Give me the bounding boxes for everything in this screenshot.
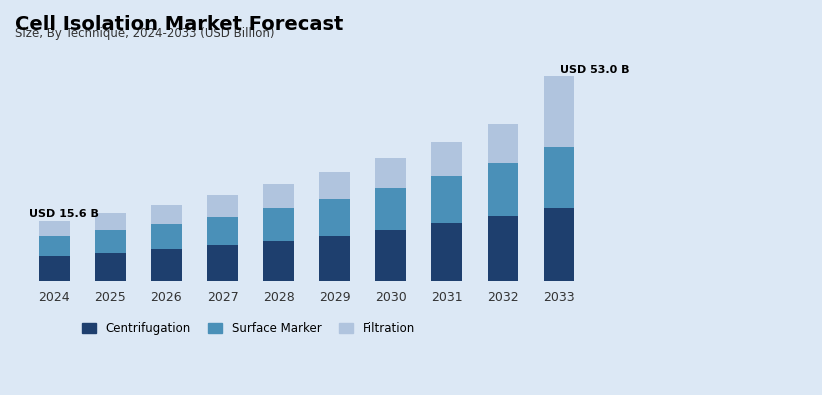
Bar: [151, 224, 182, 249]
Bar: [432, 142, 462, 177]
Bar: [39, 236, 70, 256]
Bar: [319, 172, 350, 199]
Bar: [95, 213, 126, 230]
Text: Cell Isolation Market Forecast: Cell Isolation Market Forecast: [15, 15, 344, 34]
Bar: [207, 245, 238, 281]
Bar: [39, 256, 70, 281]
Text: Size, By Technique, 2024-2033 (USD Billion): Size, By Technique, 2024-2033 (USD Billi…: [15, 27, 275, 40]
Bar: [263, 184, 294, 208]
Bar: [207, 195, 238, 216]
Bar: [487, 216, 519, 281]
Bar: [432, 224, 462, 281]
Bar: [319, 236, 350, 281]
Bar: [263, 208, 294, 241]
Bar: [432, 177, 462, 224]
Bar: [543, 208, 575, 281]
Text: USD 53.0 B: USD 53.0 B: [560, 65, 630, 75]
Bar: [39, 221, 70, 236]
Bar: [376, 188, 406, 230]
Bar: [263, 241, 294, 281]
Bar: [151, 205, 182, 224]
Legend: Centrifugation, Surface Marker, Filtration: Centrifugation, Surface Marker, Filtrati…: [76, 318, 420, 340]
Bar: [95, 253, 126, 281]
Text: USD 15.6 B: USD 15.6 B: [29, 209, 99, 219]
Bar: [543, 147, 575, 208]
Bar: [487, 163, 519, 216]
Bar: [543, 77, 575, 147]
Bar: [376, 230, 406, 281]
Bar: [151, 249, 182, 281]
Bar: [207, 216, 238, 245]
Bar: [319, 199, 350, 236]
Bar: [95, 230, 126, 253]
Bar: [487, 124, 519, 163]
Bar: [376, 158, 406, 188]
